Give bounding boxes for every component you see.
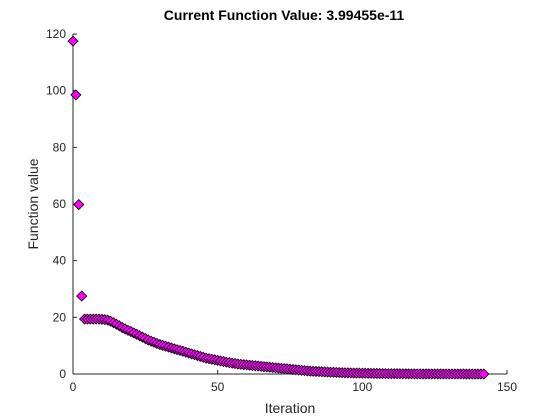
y-ticks: 0 20 40 60 80 100 120 [46, 27, 77, 381]
plot-area: 0 50 100 150 0 20 40 60 80 100 120 [46, 27, 517, 394]
y-tick-label: 0 [59, 367, 66, 381]
x-tick-label: 100 [352, 380, 372, 394]
data-markers [67, 35, 490, 380]
y-tick-label: 40 [53, 254, 67, 268]
y-tick-label: 100 [46, 84, 66, 98]
data-point [478, 368, 490, 380]
chart-title: Current Function Value: 3.99455e-11 [164, 7, 405, 23]
x-ticks: 0 50 100 150 [70, 370, 517, 394]
x-tick-label: 50 [211, 380, 225, 394]
data-point [67, 35, 79, 47]
x-tick-label: 150 [497, 380, 517, 394]
y-axis-label: Function value [25, 158, 41, 249]
y-tick-label: 20 [53, 310, 67, 324]
y-tick-label: 80 [53, 140, 67, 154]
data-point [70, 89, 82, 101]
x-axis-label: Iteration [265, 400, 316, 416]
y-tick-label: 120 [46, 27, 66, 41]
data-point [76, 290, 88, 302]
data-point [73, 199, 85, 211]
x-tick-label: 0 [70, 380, 77, 394]
y-tick-label: 60 [53, 197, 67, 211]
